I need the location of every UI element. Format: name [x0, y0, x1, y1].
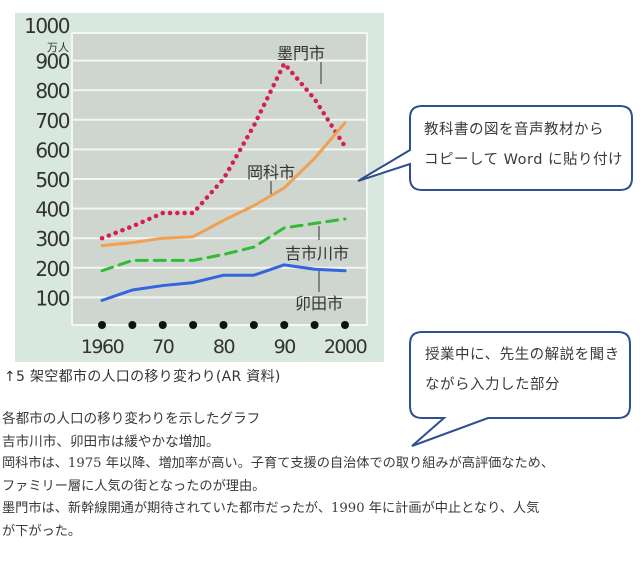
series-label: 墨門市 — [277, 44, 325, 63]
chart-panel: 100 200 300 400 500 600 700 800 900 1000 万人 1960 70 8… — [15, 13, 384, 362]
figure-caption: ↑5 架空都市の人口の移り変わり(AR 資料) — [4, 369, 281, 385]
series-line-吉市川市 — [100, 217, 347, 273]
x-tick-dot — [158, 321, 167, 329]
x-tick-label: 70 — [152, 336, 174, 358]
x-tick-dot — [280, 321, 289, 329]
callout-top-line2: コピーして Word に貼り付け — [424, 152, 624, 168]
x-tick-dot — [219, 321, 228, 329]
callout-bottom-bubble — [409, 331, 631, 447]
x-tick-label: 80 — [213, 336, 235, 358]
note-line: 岡科市は、1975 年以降、増加率が高い。子育て支援の自治体での取り組みが高評価… — [2, 456, 555, 471]
x-tick-dot — [98, 321, 106, 329]
callout-top-line1: 教科書の図を音声教材から — [424, 122, 604, 138]
series-line-墨門市 — [99, 61, 348, 241]
note-line: 吉市川市、卯田市は緩やかな増加。 — [2, 433, 220, 450]
note-line: が下がった。 — [2, 523, 82, 539]
x-tick-dot — [310, 321, 319, 329]
callout-bottom-text: 授業中に、先生の解説を聞き ながら入力した部分 — [425, 340, 620, 400]
x-tick-label: 90 — [274, 336, 296, 358]
callout-bottom-line1: 授業中に、先生の解説を聞き — [425, 347, 620, 363]
x-tick-label: 1960 — [81, 336, 124, 358]
y-tick-label: 200 — [35, 257, 69, 281]
y-tick-label: 300 — [35, 227, 69, 251]
callout-top-bubble — [357, 105, 633, 191]
note-line: 墨門市は、新幹線開通が期待されていた都市だったが、1990 年に計画が中止となり… — [2, 501, 540, 516]
population-line-chart: 100 200 300 400 500 600 700 800 900 1000 万人 1960 70 8… — [24, 14, 368, 358]
y-tick-label: 800 — [35, 79, 69, 103]
y-tick-label: 1000 — [24, 14, 70, 38]
callout-bottom-line2: ながら入力した部分 — [425, 377, 560, 393]
y-tick-label: 600 — [35, 138, 69, 162]
y-tick-label: 400 — [35, 198, 69, 222]
callout-top-text: 教科書の図を音声教材から コピーして Word に貼り付け — [424, 115, 623, 175]
lecture-notes: 各都市の人口の移り変わりを示したグラフ 吉市川市、卯田市は緩やかな増加。 岡科市… — [2, 408, 638, 543]
y-tick-label: 100 — [35, 286, 69, 310]
y-tick-label: 700 — [35, 109, 69, 133]
x-tick-dot — [341, 321, 349, 329]
x-tick-dot — [128, 321, 137, 329]
series-label: 卯田市 — [295, 294, 343, 313]
x-tick-label: 2000 — [324, 336, 367, 358]
note-line: 各都市の人口の移り変わりを示したグラフ — [2, 411, 261, 427]
series-line-卯田市 — [100, 263, 347, 302]
y-unit-label: 万人 — [47, 41, 69, 54]
y-tick-label: 500 — [35, 168, 69, 192]
y-tick-label: 900 — [35, 50, 69, 74]
note-line: ファミリー層に人気の街となったのが理由。 — [2, 478, 266, 494]
series-label: 岡科市 — [247, 163, 295, 182]
series-label: 吉市川市 — [285, 244, 349, 263]
x-tick-dot — [189, 321, 198, 329]
x-tick-dot — [249, 321, 258, 329]
series-line-岡科市 — [100, 121, 347, 248]
